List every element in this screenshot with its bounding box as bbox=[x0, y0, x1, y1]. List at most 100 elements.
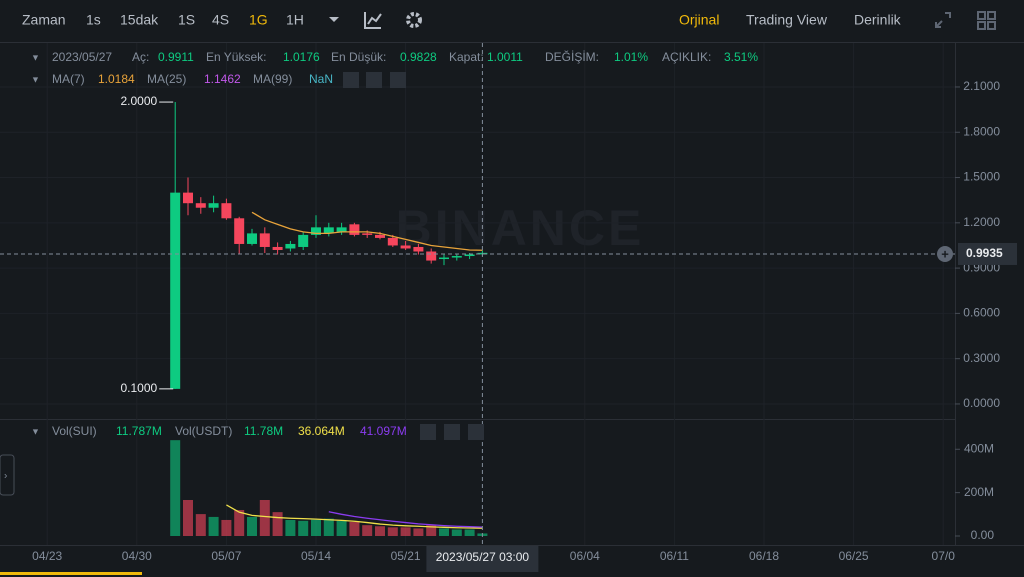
candle-body bbox=[247, 233, 257, 244]
ma7-line bbox=[251, 211, 483, 251]
volume-bar bbox=[208, 516, 219, 536]
legend-control[interactable] bbox=[444, 424, 460, 440]
view-tab[interactable]: Trading View bbox=[746, 12, 828, 28]
add-alert-plus: + bbox=[941, 246, 949, 261]
volume-bar bbox=[221, 519, 232, 536]
volume-bar bbox=[285, 519, 296, 536]
x-tick-label: 05/07 bbox=[211, 549, 241, 563]
legend-text: 11.787M bbox=[116, 424, 162, 438]
add-alert-icon[interactable] bbox=[937, 245, 953, 262]
x-tick-label: 07/0 bbox=[932, 549, 956, 563]
legend-text: En Yüksek: bbox=[206, 50, 266, 64]
legend-text: 2023/05/27 bbox=[52, 50, 112, 64]
legend-control[interactable] bbox=[420, 424, 436, 440]
side-toggle-icon: › bbox=[4, 471, 7, 482]
collapse-arrow[interactable]: ▼ bbox=[31, 74, 40, 84]
min-label: 0.1000 bbox=[120, 381, 157, 395]
legend-text: 36.064M bbox=[298, 424, 345, 438]
candle-body bbox=[413, 246, 424, 252]
side-toggle[interactable] bbox=[0, 454, 15, 496]
y-tick-label: 2.1000 bbox=[963, 79, 1000, 93]
volume-bar bbox=[439, 528, 449, 536]
x-tick-label: 04/23 bbox=[32, 549, 62, 563]
candle-body bbox=[272, 246, 283, 250]
candle-body bbox=[259, 233, 270, 247]
indicator-icon[interactable] bbox=[364, 12, 382, 29]
x-tick-label: 06/18 bbox=[749, 549, 779, 563]
legend-text: 1.0184 bbox=[98, 72, 135, 86]
volume-bar bbox=[413, 528, 424, 536]
collapse-arrow[interactable]: ▼ bbox=[31, 426, 40, 436]
legend-text: En Düşük: bbox=[331, 50, 386, 64]
legend-control[interactable] bbox=[366, 72, 382, 88]
candle-body bbox=[336, 227, 347, 232]
timeframe-button[interactable]: 1S bbox=[178, 12, 195, 28]
dropdown-arrow[interactable] bbox=[329, 17, 339, 22]
legend-text: 1.0176 bbox=[283, 50, 320, 64]
collapse-arrow[interactable]: ▼ bbox=[31, 52, 40, 62]
settings-icon[interactable] bbox=[406, 12, 422, 28]
y-tick-label: 0.0000 bbox=[963, 396, 1000, 410]
timeframe-button[interactable]: Zaman bbox=[22, 12, 66, 28]
legend-control[interactable] bbox=[468, 424, 484, 440]
y-tick-label: 0.3000 bbox=[963, 351, 1000, 365]
legend-text: MA(25) bbox=[147, 72, 186, 86]
volume-bar bbox=[234, 509, 245, 536]
candle-body bbox=[311, 227, 321, 235]
timeframe-button[interactable]: 4S bbox=[212, 12, 229, 28]
volume-bar bbox=[426, 525, 437, 536]
candle-body bbox=[451, 256, 462, 258]
legend-control[interactable] bbox=[343, 72, 359, 88]
x-tick-label: 04/30 bbox=[122, 549, 152, 563]
legend-text: Vol(SUI) bbox=[52, 424, 97, 438]
legend-text: 3.51% bbox=[724, 50, 758, 64]
volume-bar bbox=[259, 500, 270, 536]
candle-body bbox=[464, 254, 475, 257]
volume-bar bbox=[183, 500, 193, 536]
timeframe-button[interactable]: 1s bbox=[86, 12, 101, 28]
timeframe-button[interactable]: 1G bbox=[249, 12, 268, 28]
candle-body bbox=[234, 218, 245, 244]
candle-body bbox=[375, 234, 385, 238]
candle-body bbox=[426, 251, 437, 261]
price-tag-label: 0.9935 bbox=[966, 246, 1003, 260]
candle-body bbox=[400, 245, 411, 249]
candle-body bbox=[221, 203, 232, 219]
x-tick-label: 06/25 bbox=[839, 549, 869, 563]
watermark: BINANCE bbox=[396, 200, 645, 256]
legend-text: MA(99) bbox=[253, 72, 292, 86]
legend-text: 0.9911 bbox=[158, 50, 194, 64]
y-tick-label: 400M bbox=[964, 441, 994, 455]
legend-text: Aç: bbox=[132, 50, 149, 64]
volume-bar bbox=[311, 519, 321, 536]
legend-text: 41.097M bbox=[360, 424, 407, 438]
y-tick-label: 1.5000 bbox=[963, 170, 1000, 184]
legend-text: AÇIKLIK: bbox=[662, 50, 711, 64]
legend-control[interactable] bbox=[390, 72, 406, 88]
candle-body bbox=[208, 203, 219, 208]
volume-bar bbox=[464, 529, 475, 536]
layout-icon[interactable] bbox=[977, 11, 996, 30]
volume-ma-line bbox=[226, 504, 483, 529]
legend-text: Vol(USDT) bbox=[175, 424, 232, 438]
y-tick-label: 200M bbox=[964, 485, 994, 499]
volume-bar bbox=[375, 526, 385, 536]
legend-text: DEĞİŞİM: bbox=[545, 49, 599, 64]
x-tick-label: 06/04 bbox=[570, 549, 600, 563]
volume-bar bbox=[400, 527, 411, 536]
volume-bar bbox=[323, 518, 334, 536]
volume-bar bbox=[272, 512, 283, 536]
legend-text: NaN bbox=[309, 72, 333, 86]
timeframe-button[interactable]: 1H bbox=[286, 12, 304, 28]
volume-bar bbox=[362, 525, 373, 536]
view-tab[interactable]: Orjinal bbox=[679, 12, 719, 28]
timeframe-button[interactable]: 15dak bbox=[120, 12, 159, 28]
view-tab[interactable]: Derinlik bbox=[854, 12, 902, 28]
legend-text: 1.0011 bbox=[487, 50, 523, 64]
candle-body bbox=[362, 233, 373, 235]
fullscreen-icon[interactable] bbox=[935, 12, 951, 28]
volume-bar bbox=[298, 520, 309, 536]
legend-text: 11.78M bbox=[244, 424, 283, 438]
